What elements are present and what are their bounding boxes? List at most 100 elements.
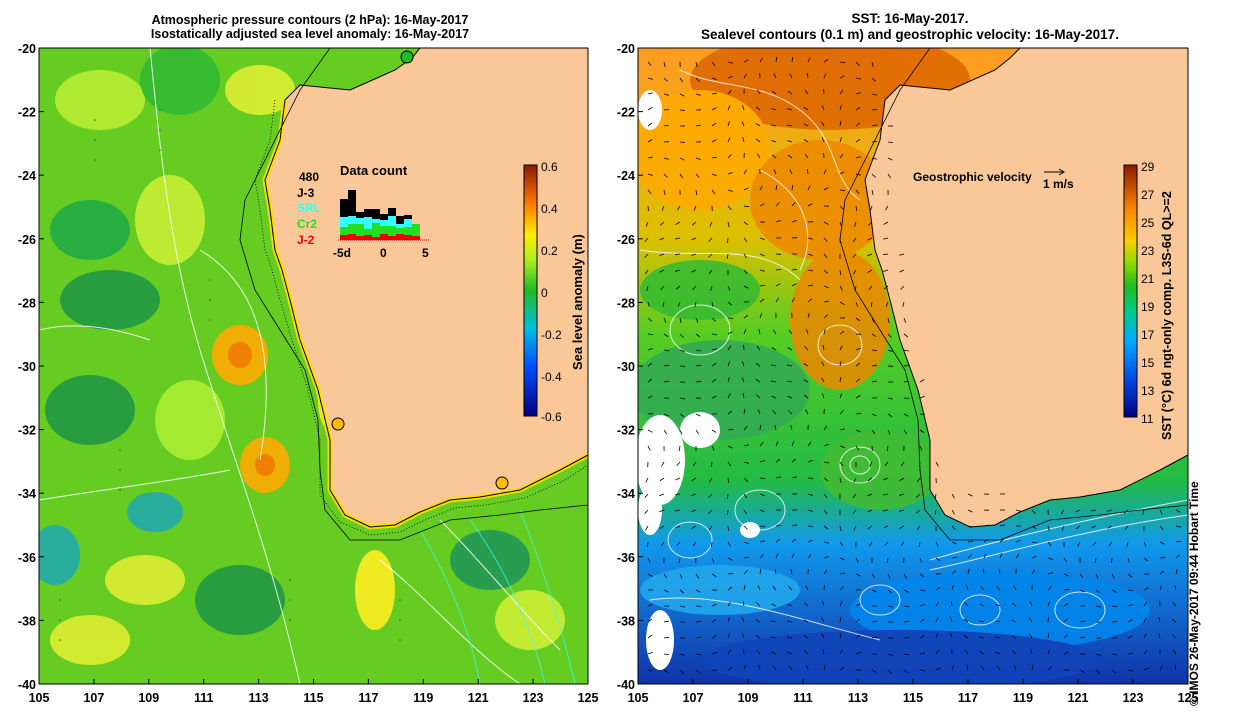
sst-tick-15: 15 (1141, 356, 1155, 370)
velocity-arrow (1061, 525, 1065, 531)
velocity-arrow (1175, 569, 1178, 575)
velocity-arrow (887, 397, 893, 400)
velocity-arrow (791, 185, 794, 191)
velocity-arrow (868, 285, 873, 291)
velocity-arrow (678, 445, 681, 451)
velocity-arrow (999, 538, 1005, 543)
velocity-arrow (1127, 557, 1130, 563)
velocity-arrow (791, 219, 797, 223)
velocity-arrow (967, 493, 973, 497)
velocity-arrow (900, 285, 905, 290)
velocity-arrow (883, 493, 889, 496)
velocity-arrow (691, 221, 697, 226)
right-title-line2: Sealevel contours (0.1 m) and geostrophi… (701, 27, 1119, 42)
velocity-arrow (775, 458, 781, 463)
velocity-arrow (711, 634, 717, 639)
velocity-arrow (916, 493, 921, 498)
velocity-arrow (899, 477, 905, 481)
lon-tick-label: 117 (958, 691, 978, 705)
sst-tick-19: 19 (1141, 300, 1155, 314)
velocity-arrow (742, 393, 745, 399)
lat-tick-label: -22 (617, 106, 635, 120)
velocity-arrow (659, 221, 665, 226)
velocity-arrow (787, 347, 793, 351)
velocity-arrow (708, 269, 713, 275)
velocity-arrow (789, 169, 793, 175)
velocity-arrow (757, 153, 761, 159)
velocity-arrow (711, 573, 717, 578)
hist-bar-segment (404, 219, 412, 227)
velocity-arrow (871, 317, 875, 323)
velocity-arrow (935, 667, 941, 671)
velocity-arrow (899, 525, 905, 529)
velocity-arrow (1095, 573, 1099, 579)
velocity-arrow (743, 493, 748, 499)
mission-label-srl: SRL (297, 201, 321, 215)
velocity-arrow (741, 377, 745, 383)
velocity-arrow (935, 586, 941, 591)
velocity-arrow (852, 237, 857, 243)
velocity-arrow (679, 333, 684, 338)
velocity-arrow (871, 141, 878, 143)
velocity-arrow (692, 285, 697, 290)
lat-tick-label: -36 (18, 551, 36, 565)
velocity-arrow (695, 189, 698, 195)
velocity-arrow (867, 509, 873, 513)
velocity-arrow (708, 525, 713, 531)
velocity-arrow (1127, 669, 1133, 672)
velocity-arrow (1171, 618, 1177, 623)
velocity-arrow (1111, 653, 1117, 656)
velocity-arrow (821, 137, 825, 143)
velocity-arrow (711, 461, 713, 468)
lat-tick-label: -28 (617, 296, 635, 310)
velocity-arrow (839, 601, 843, 607)
velocity-arrow (1031, 569, 1036, 575)
data-count-value: 480 (299, 170, 319, 184)
velocity-arrow (1015, 553, 1020, 559)
velocity-arrow (803, 394, 809, 399)
velocity-arrow (742, 105, 745, 111)
velocity-arrow (663, 380, 669, 383)
velocity-arrow (919, 557, 923, 563)
velocity-arrow (787, 154, 793, 159)
velocity-arrow (806, 73, 809, 79)
velocity-arrow (887, 669, 892, 674)
velocity-arrow (919, 669, 925, 672)
velocity-arrow (839, 557, 845, 561)
hist-bar-segment (396, 234, 404, 240)
lon-tick-label: 109 (738, 691, 759, 705)
velocity-arrow (803, 123, 809, 127)
velocity-arrow (708, 253, 713, 258)
velocity-arrow (871, 573, 876, 579)
velocity-arrow (1013, 585, 1017, 591)
velocity-arrow (919, 573, 925, 578)
velocity-arrow (662, 301, 665, 307)
left-map-ocean (39, 48, 588, 684)
velocity-arrow (807, 185, 811, 191)
velocity-arrow (759, 185, 763, 191)
velocity-arrow (695, 93, 701, 96)
velocity-arrow (964, 649, 969, 655)
pressure-contours (39, 48, 561, 684)
velocity-arrow (695, 380, 701, 383)
velocity-arrow (855, 651, 861, 655)
velocity-arrow (855, 429, 861, 433)
velocity-arrow (823, 300, 829, 303)
velocity-arrow (1011, 619, 1017, 623)
velocity-arrow (645, 477, 649, 483)
velocity-arrow (695, 173, 700, 178)
velocity-arrow (979, 620, 985, 623)
velocity-arrow (1127, 652, 1133, 655)
velocity-arrow (884, 461, 889, 467)
velocity-arrow (916, 525, 921, 531)
velocity-arrow (855, 347, 861, 351)
lat-tick-label: -36 (617, 551, 635, 565)
velocity-arrow (903, 317, 907, 323)
velocity-arrow (883, 285, 889, 290)
velocity-arrow (743, 477, 748, 482)
velocity-arrow (659, 253, 665, 256)
velocity-arrow (647, 189, 652, 195)
velocity-arrow (887, 653, 893, 656)
velocity-arrow (663, 77, 668, 82)
